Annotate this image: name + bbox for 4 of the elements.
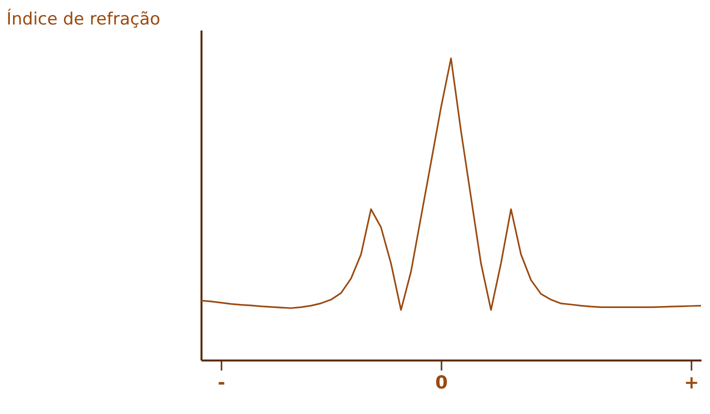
y-axis-title: Índice de refração xyxy=(6,8,160,30)
x-tick-label: + xyxy=(684,372,700,394)
x-tick-label: - xyxy=(218,372,226,394)
x-tick-label: 0 xyxy=(435,372,448,394)
